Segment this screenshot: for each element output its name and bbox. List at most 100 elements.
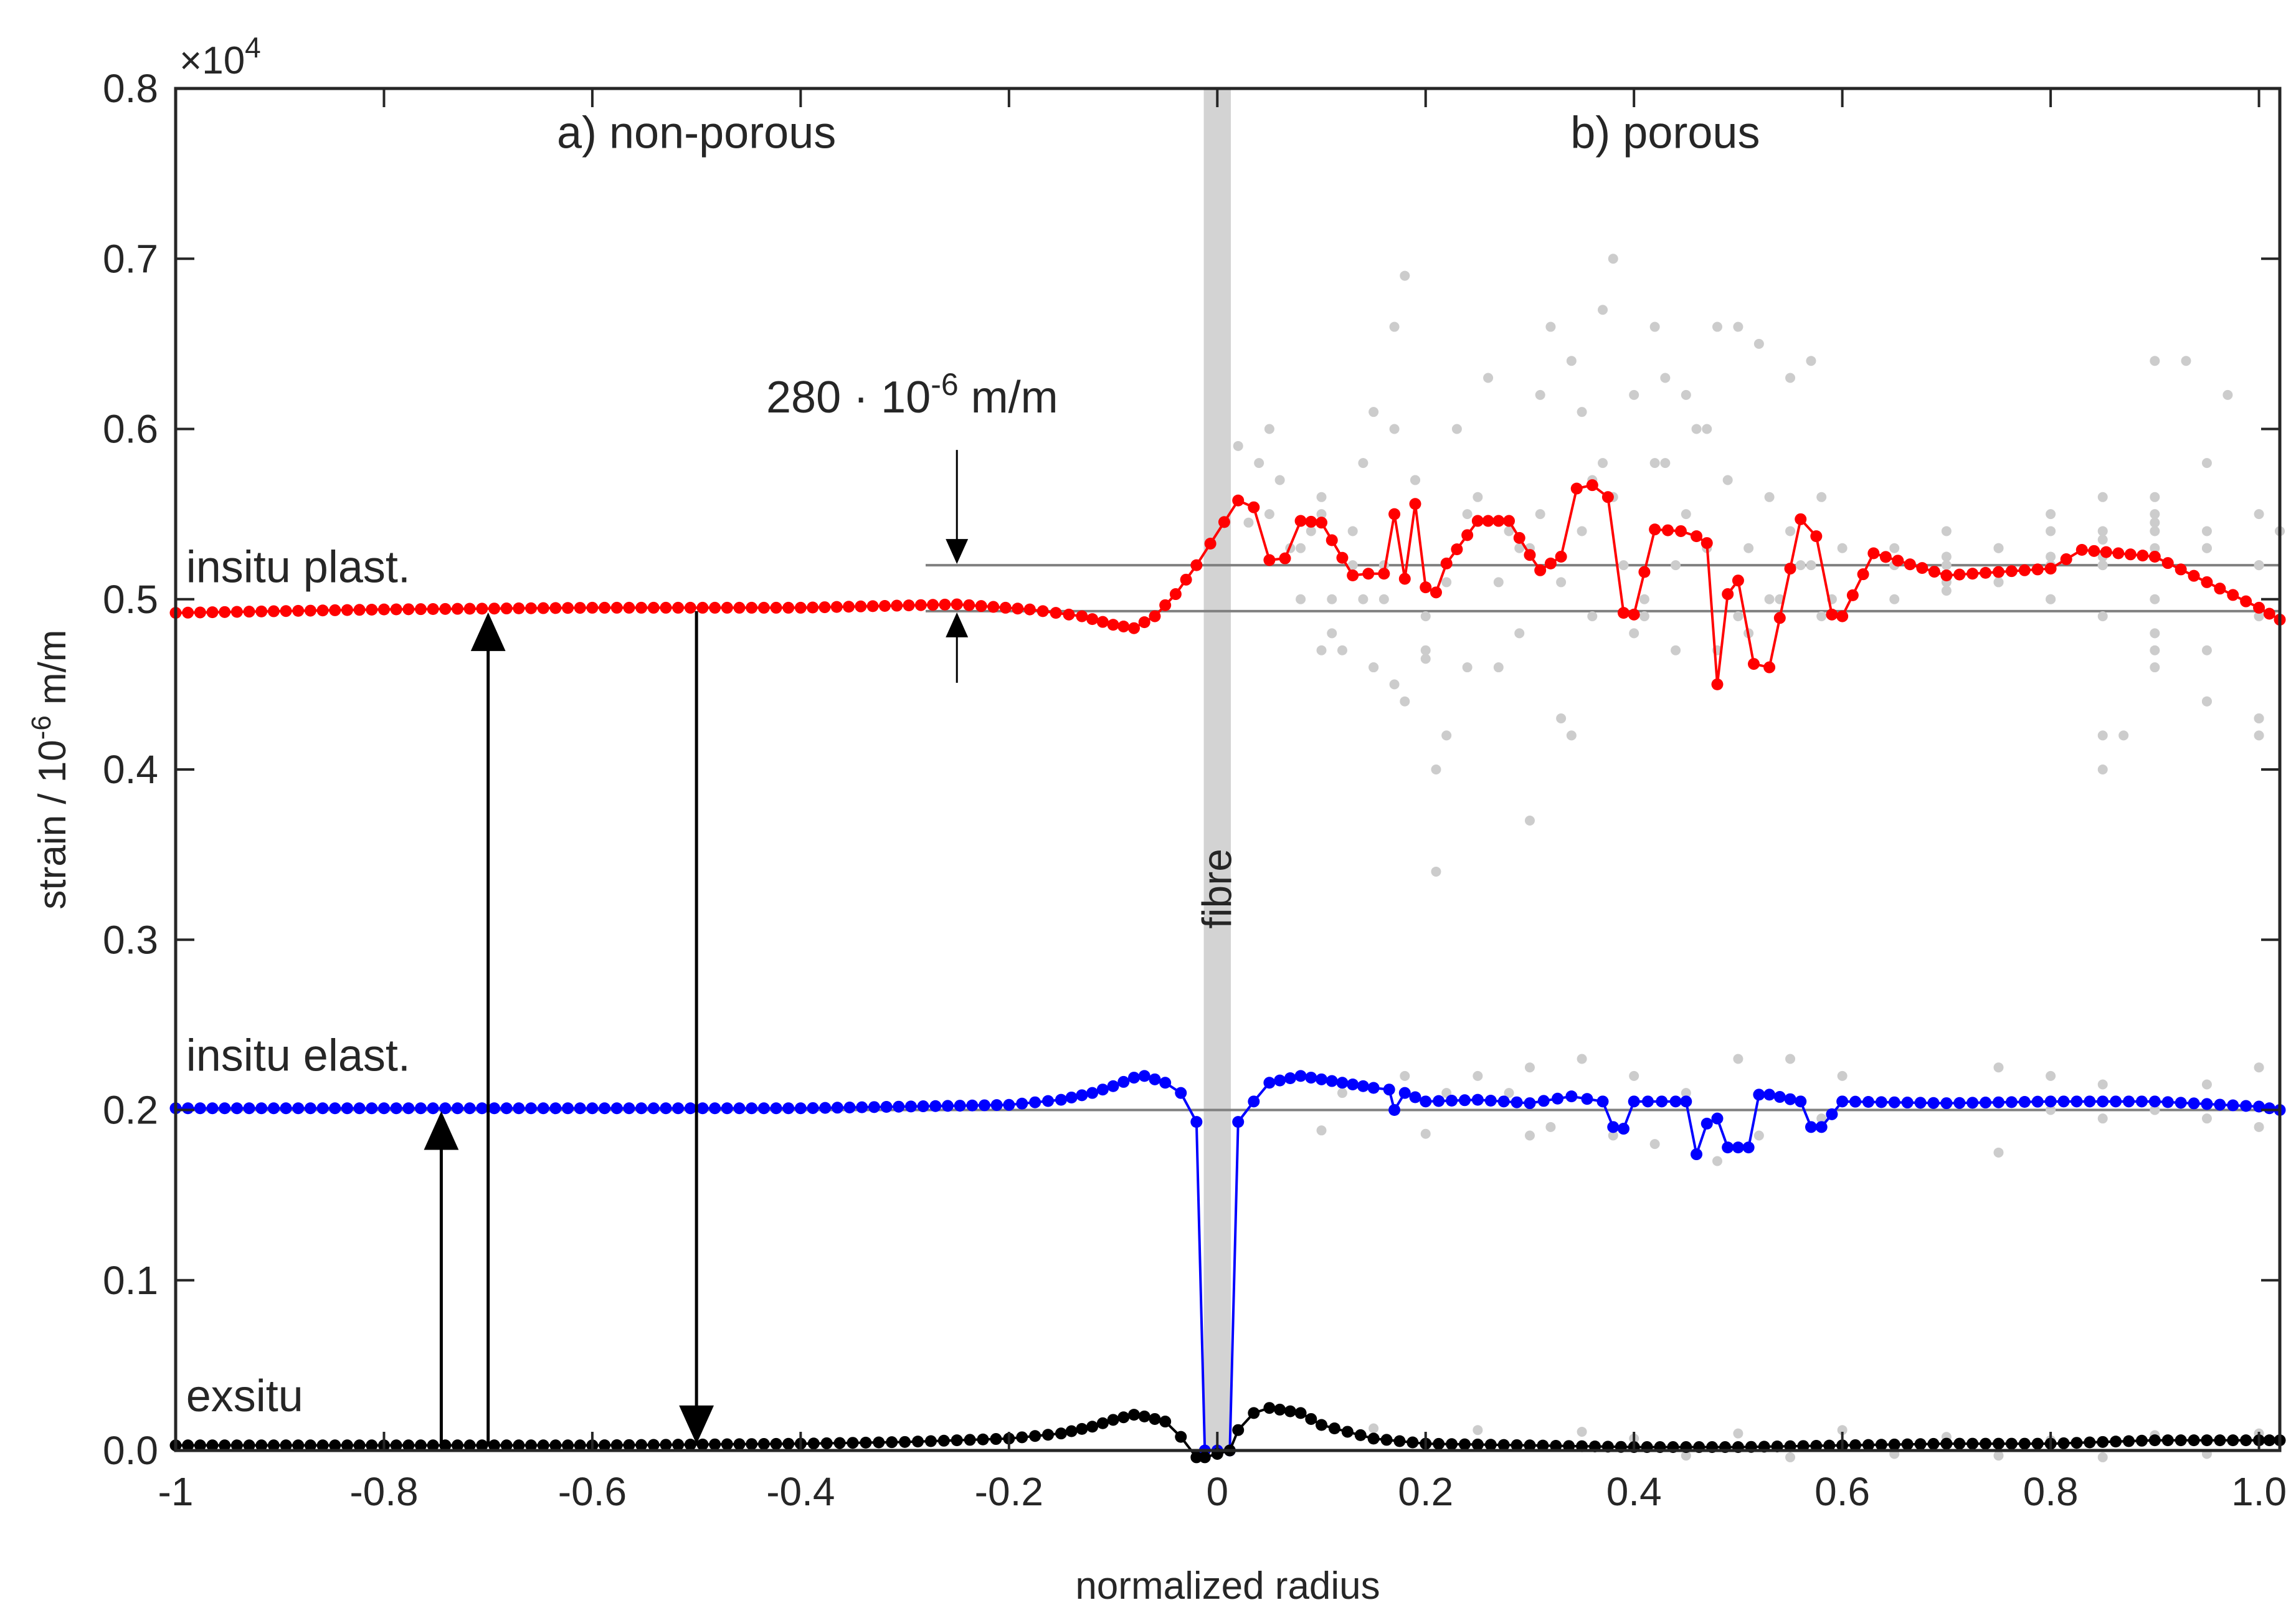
series-point	[1388, 1104, 1401, 1116]
series-point	[476, 1439, 488, 1452]
series-point	[1617, 607, 1629, 619]
series-point	[1617, 1123, 1629, 1135]
profile-point	[1889, 594, 1900, 604]
series-point	[1354, 1429, 1367, 1441]
series-point	[1316, 1419, 1328, 1431]
arrow-head	[679, 1405, 714, 1444]
series-point	[1901, 1097, 1914, 1109]
series-point	[2135, 1095, 2148, 1108]
series-point	[2188, 1097, 2200, 1110]
series-point	[537, 602, 549, 614]
profile-point	[1681, 389, 1691, 400]
profile-point	[1660, 458, 1671, 469]
series-point	[1607, 1121, 1620, 1133]
series-point	[1966, 568, 1979, 580]
series-point	[660, 1102, 672, 1115]
series-point	[647, 1439, 660, 1451]
series-point	[951, 598, 963, 611]
series-point	[2075, 544, 2088, 556]
profile-point	[1753, 338, 1764, 349]
series-point	[427, 1102, 439, 1115]
y-tick-label: 0.6	[103, 407, 158, 452]
profile-point	[1649, 322, 1660, 332]
profile-point	[1733, 1428, 1743, 1439]
series-point	[1953, 1437, 1966, 1450]
series-point	[2060, 553, 2072, 566]
series-point	[1029, 1096, 1041, 1108]
series-point	[831, 1102, 843, 1114]
annotation-unit: m/m	[959, 373, 1058, 422]
series-point	[660, 601, 672, 614]
series-point	[709, 1102, 721, 1115]
profile-point	[1702, 424, 1712, 434]
profile-point	[1369, 1423, 1379, 1434]
series-point	[1127, 622, 1140, 634]
profile-point	[1608, 1130, 1618, 1141]
series-point	[2148, 1434, 2161, 1447]
profile-point	[1837, 1425, 1848, 1436]
series-point	[843, 601, 855, 613]
annotation-label: 280 · 10-6 m/m	[766, 367, 1058, 422]
profile-point	[1337, 645, 1347, 655]
profile-point	[1535, 389, 1545, 400]
profile-point	[1514, 543, 1525, 553]
series-point	[807, 1102, 819, 1114]
series-point	[390, 603, 402, 616]
series-point	[574, 1102, 586, 1115]
series-point	[1362, 568, 1375, 580]
series-point	[1862, 1439, 1874, 1451]
series-point	[1316, 1073, 1328, 1085]
series-point	[1892, 555, 1904, 567]
series-point	[1378, 568, 1390, 580]
series-point	[1198, 1451, 1211, 1464]
profile-point	[1816, 1113, 1827, 1124]
y-axis-label-main: strain / 10	[31, 740, 74, 909]
series-point	[341, 604, 353, 616]
series-point	[488, 603, 501, 615]
series-point	[893, 1100, 905, 1113]
series-point	[488, 1439, 501, 1452]
profile-point	[1462, 662, 1473, 673]
series-point	[911, 1436, 924, 1448]
profile-point	[1722, 475, 1733, 485]
y-axis-label-exponent: -6	[26, 715, 57, 740]
profile-point	[1400, 1070, 1410, 1081]
series-point	[1055, 1427, 1067, 1440]
series-point	[1274, 1403, 1286, 1416]
series-point	[427, 603, 439, 616]
series-point	[1482, 515, 1494, 527]
series-point	[1888, 1096, 1900, 1108]
series-point	[2097, 1436, 2109, 1448]
series-point	[1888, 1438, 1900, 1450]
series-point	[1916, 562, 1928, 574]
series-point	[1461, 529, 1474, 541]
series-point	[1407, 1436, 1419, 1449]
series-point	[1107, 619, 1119, 631]
series-point	[866, 600, 879, 612]
series-point	[599, 1439, 611, 1452]
series-point	[1042, 1429, 1055, 1441]
profile-point	[1493, 577, 1504, 588]
series-point	[733, 1102, 746, 1115]
series-point	[1159, 1077, 1172, 1089]
series-point	[329, 1439, 341, 1452]
series-point	[807, 1437, 820, 1450]
profile-point	[1347, 560, 1358, 571]
series-point	[1409, 1091, 1421, 1103]
series-point	[1552, 1092, 1564, 1105]
series-point	[463, 603, 476, 615]
series-point	[2084, 1095, 2096, 1108]
series-point	[1846, 589, 1859, 601]
series-point	[280, 1439, 292, 1452]
series-point	[316, 1439, 329, 1452]
series-point	[1357, 1080, 1369, 1092]
profile-point	[1264, 509, 1274, 520]
series-point	[2263, 607, 2275, 620]
series-point	[1169, 588, 1182, 601]
profile-point	[1712, 1156, 1722, 1166]
arrow-head	[470, 612, 506, 651]
profile-point	[1420, 645, 1431, 655]
profile-point	[1327, 594, 1337, 604]
series-point	[390, 1102, 402, 1115]
series-point	[929, 1100, 942, 1112]
